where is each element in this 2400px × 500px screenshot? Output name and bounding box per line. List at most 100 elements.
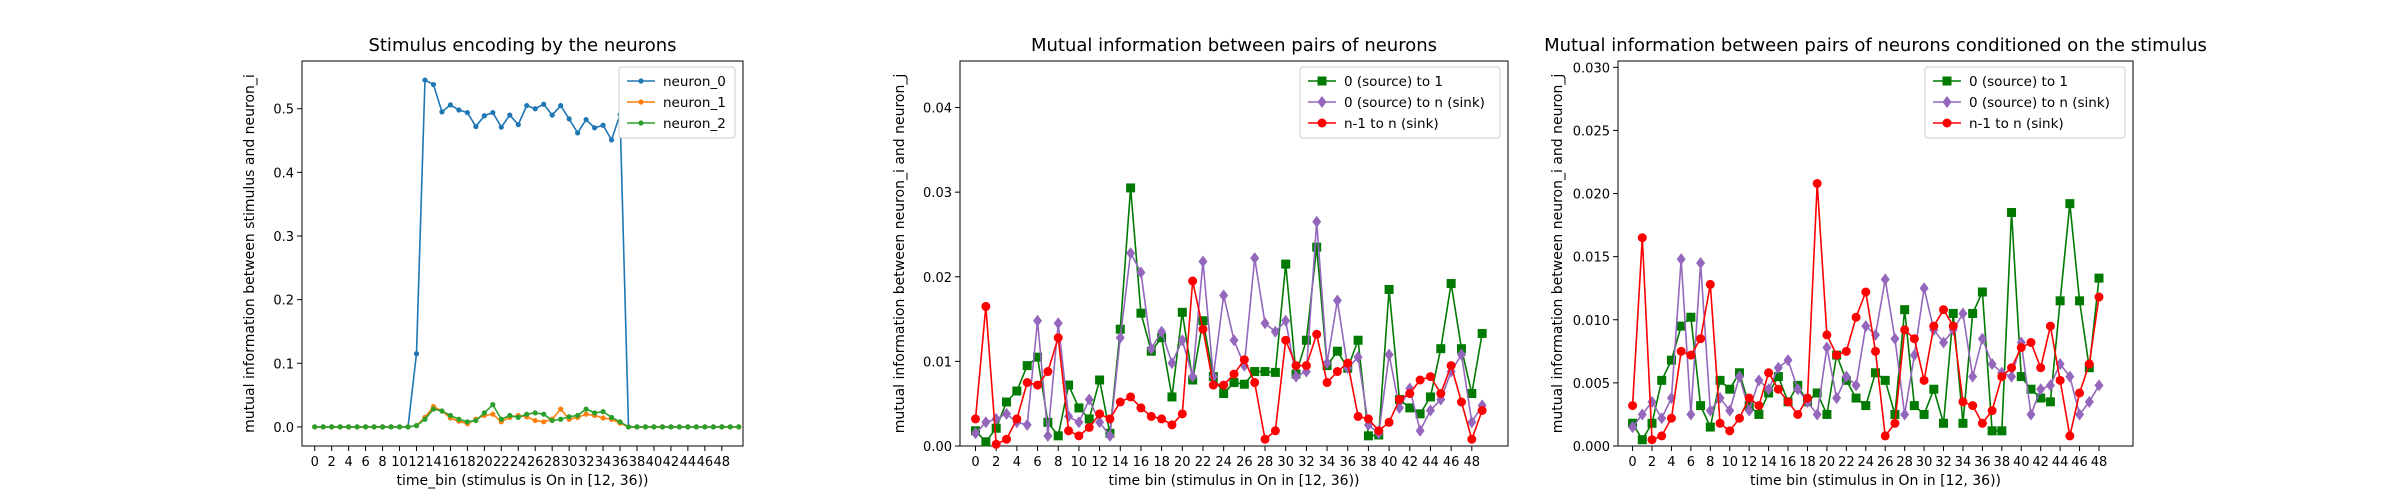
data-point xyxy=(481,113,487,119)
data-point xyxy=(1705,422,1715,432)
data-point xyxy=(1105,429,1115,442)
x-tick-label: 26 xyxy=(527,455,544,470)
data-point xyxy=(981,416,991,429)
x-tick-label: 12 xyxy=(1741,455,1758,470)
data-point xyxy=(1033,352,1043,362)
x-tick-label: 14 xyxy=(425,455,442,470)
data-point xyxy=(363,424,369,430)
data-point xyxy=(1229,369,1239,379)
legend-label: 0 (source) to n (sink) xyxy=(1969,95,2110,111)
data-point xyxy=(1043,429,1053,442)
data-point xyxy=(1900,325,1910,335)
data-point xyxy=(1012,386,1022,396)
chart-stimulus-encoding: Stimulus encoding by the neurons time_bi… xyxy=(242,35,744,489)
data-point xyxy=(430,81,437,88)
data-point xyxy=(1696,401,1706,411)
data-point xyxy=(710,424,716,430)
data-point xyxy=(1198,255,1208,268)
data-point xyxy=(1115,324,1125,334)
data-point xyxy=(1136,266,1146,279)
data-point xyxy=(1250,378,1260,388)
data-point xyxy=(1188,370,1198,383)
data-point xyxy=(1115,397,1125,407)
x-tick-label: 18 xyxy=(1153,455,1170,470)
data-point xyxy=(2026,337,2036,347)
data-point xyxy=(541,411,547,417)
data-point xyxy=(541,419,547,425)
x-tick-label: 30 xyxy=(1277,455,1294,470)
x-tick-label: 40 xyxy=(1381,455,1398,470)
x-tick-label: 4 xyxy=(1013,455,1021,470)
data-point xyxy=(388,424,394,430)
x-tick-label: 34 xyxy=(1955,455,1972,470)
data-point xyxy=(1942,96,1952,108)
x-tick-label: 0 xyxy=(311,455,319,470)
data-point xyxy=(685,424,691,430)
data-point xyxy=(1250,252,1260,265)
data-point xyxy=(1977,287,1987,297)
data-point xyxy=(312,424,318,430)
y-tick-label: 0.010 xyxy=(1573,314,1610,329)
data-point xyxy=(591,410,598,416)
legend-label: 0 (source) to 1 xyxy=(1969,74,2068,90)
data-point xyxy=(1997,426,2007,436)
y-tick-label: 0.4 xyxy=(273,166,294,181)
data-point xyxy=(1064,426,1074,436)
x-tick-label: 12 xyxy=(1091,455,1108,470)
data-point xyxy=(379,424,386,430)
data-point xyxy=(1425,392,1435,402)
data-point xyxy=(558,416,564,422)
legend-label: n-1 to n (sink) xyxy=(1344,116,1439,132)
data-point xyxy=(558,406,564,412)
data-point xyxy=(1832,350,1842,360)
data-point xyxy=(1157,325,1167,338)
plot-frame xyxy=(959,60,1509,447)
x-tick-label: 26 xyxy=(1877,455,1894,470)
data-point xyxy=(1968,401,1978,411)
data-point xyxy=(524,411,530,417)
data-point xyxy=(329,424,335,430)
x-tick-label: 6 xyxy=(1687,455,1695,470)
y-tick-label: 0.000 xyxy=(1573,440,1610,455)
data-point xyxy=(1053,317,1063,330)
data-point xyxy=(396,424,403,430)
data-point xyxy=(1909,334,1919,344)
y-tick-label: 0.015 xyxy=(1573,251,1610,266)
data-point xyxy=(1890,418,1900,428)
data-point xyxy=(575,130,581,136)
data-point xyxy=(1456,397,1466,407)
data-point xyxy=(541,101,547,107)
data-point xyxy=(1909,349,1919,362)
data-point xyxy=(1929,321,1939,331)
x-tick-label: 14 xyxy=(1760,455,1777,470)
data-point xyxy=(1696,256,1706,269)
x-tick-label: 42 xyxy=(1402,455,1419,470)
data-point xyxy=(1002,434,1012,444)
data-point xyxy=(1260,317,1270,330)
data-point xyxy=(1043,367,1053,377)
data-point xyxy=(1405,403,1415,413)
data-point xyxy=(1696,334,1706,344)
data-point xyxy=(1686,350,1696,360)
legend-label: neuron_2 xyxy=(663,116,726,132)
data-point xyxy=(1033,314,1043,327)
data-point xyxy=(1628,401,1638,411)
data-point xyxy=(566,116,572,122)
data-point xyxy=(991,412,1001,425)
x-tick-label: 40 xyxy=(646,455,663,470)
x-tick-label: 48 xyxy=(2091,455,2108,470)
data-point xyxy=(1322,378,1332,388)
data-point xyxy=(991,439,1001,449)
data-point xyxy=(1958,418,1968,428)
data-point xyxy=(566,414,572,420)
x-tick-label: 8 xyxy=(1054,455,1062,470)
data-point xyxy=(473,417,479,424)
data-point xyxy=(1958,397,1968,407)
data-point xyxy=(1095,375,1105,385)
x-tick-label: 48 xyxy=(1464,455,1481,470)
x-tick-label: 42 xyxy=(2032,455,2049,470)
data-point xyxy=(439,408,445,414)
data-point xyxy=(532,106,538,112)
data-point xyxy=(1384,348,1394,361)
